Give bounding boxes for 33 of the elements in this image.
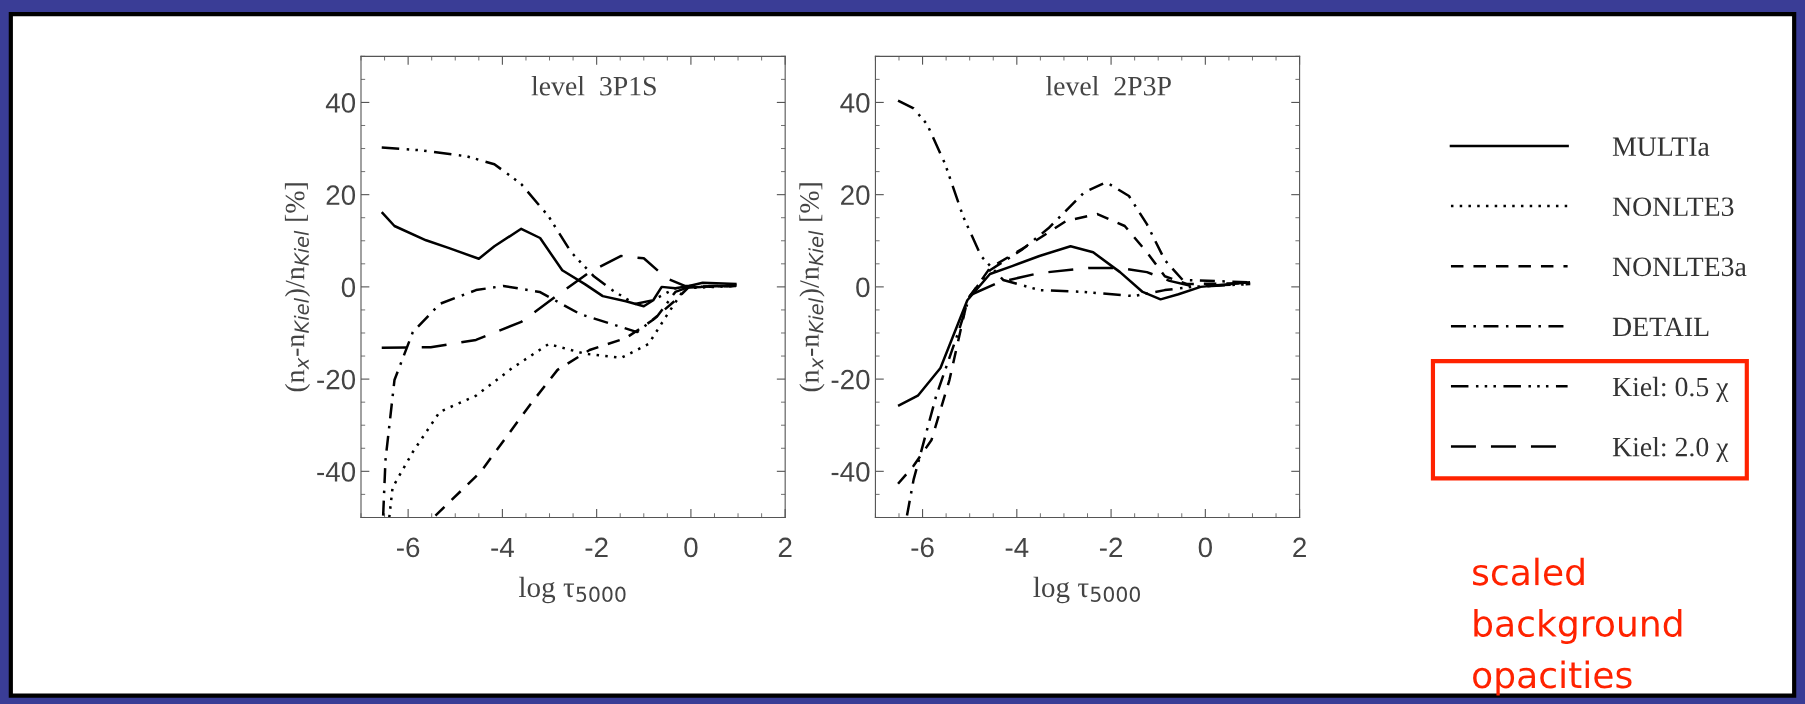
text: level 2P3P [1046, 76, 1171, 96]
x-tick-label: -4 [491, 537, 514, 558]
y-tick-label: 0 [856, 277, 870, 298]
x-tick-label: -2 [1099, 537, 1123, 558]
y-tick-label: 40 [325, 93, 356, 113]
y-axis-title: (n$_{x}$-n$_{Kiel}$)/n$_{Kiel}$ [%] [799, 183, 825, 392]
x-axis-title: log τ$_{5000}$ [1033, 576, 1140, 604]
x-tick-label: 0 [1198, 537, 1212, 558]
y-tick-label: 40 [840, 93, 870, 113]
x-tick-label: 2 [1293, 537, 1306, 558]
y-tick-label: 20 [841, 185, 870, 205]
y-tick-label: -20 [831, 369, 870, 390]
y-tick-label: 0 [341, 277, 356, 298]
legend-label: DETAIL [1612, 317, 1709, 337]
text: scaled background opacities [1473, 557, 1682, 696]
y-tick-label: -40 [831, 462, 870, 482]
x-tick-label: -6 [397, 537, 420, 558]
y-tick-label: 20 [326, 185, 356, 205]
x-tick-label: -2 [585, 537, 608, 558]
y-tick-label: -40 [317, 462, 356, 482]
legend-label: Kiel: 2.0 χ [1612, 436, 1729, 463]
legend-label: Kiel: 0.5 χ [1612, 376, 1729, 402]
x-tick-label: 2 [778, 537, 792, 558]
legend-label: NONLTE3a [1612, 257, 1747, 277]
text: level 3P1S [531, 76, 656, 96]
y-tick-label: -20 [317, 369, 356, 390]
x-tick-label: -4 [1005, 537, 1029, 558]
legend-label: NONLTE3 [1612, 197, 1734, 217]
x-tick-label: -6 [911, 537, 934, 558]
y-axis-title: (n$_{x}$-n$_{Kiel}$)/n$_{Kiel}$ [%] [284, 183, 311, 392]
legend-label: MULTIa [1612, 137, 1710, 157]
x-axis-title: log τ$_{5000}$ [518, 576, 626, 604]
x-tick-label: 0 [684, 537, 698, 558]
